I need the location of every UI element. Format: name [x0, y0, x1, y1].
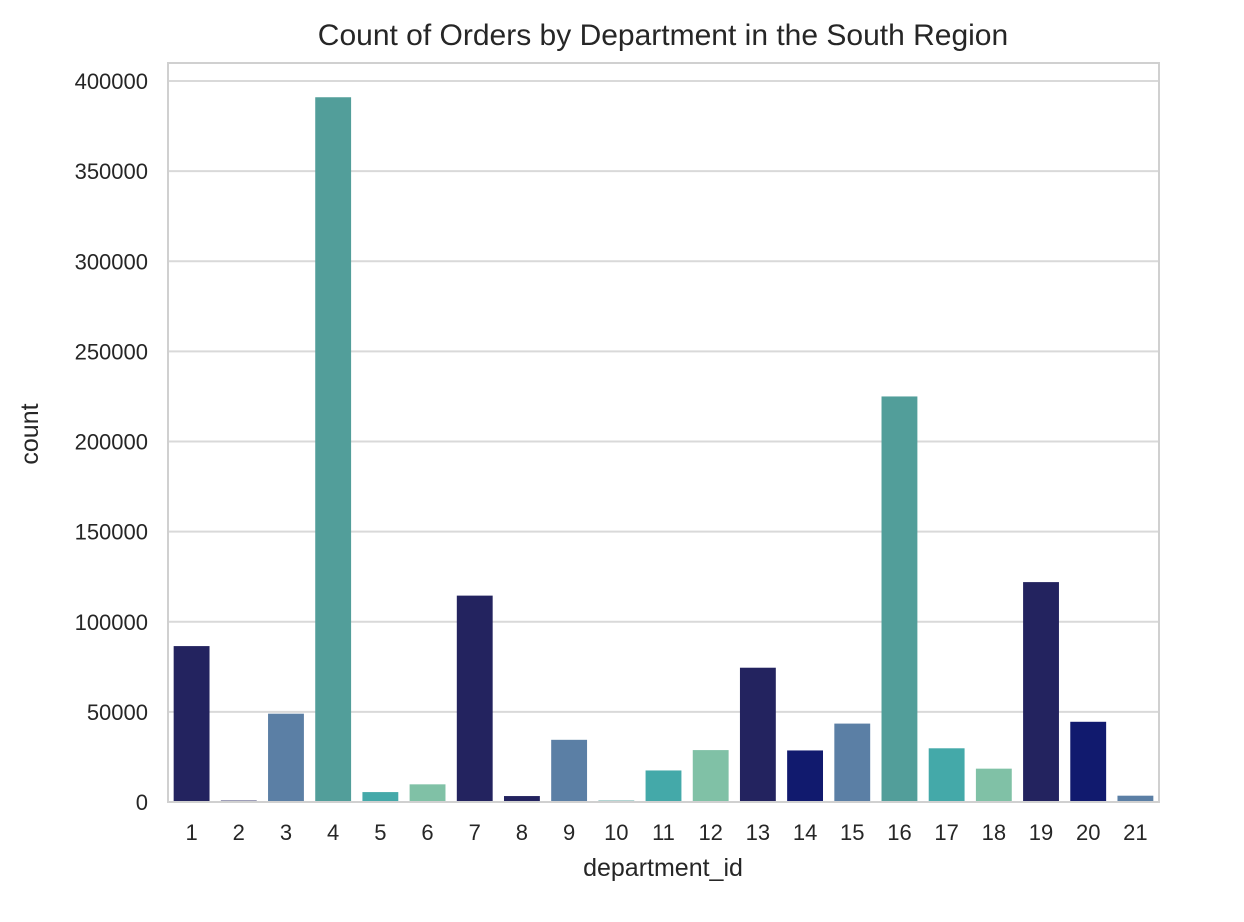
- x-tick-label: 10: [604, 820, 628, 845]
- bar-department-8: [503, 796, 540, 802]
- x-tick-label: 11: [652, 820, 675, 845]
- x-tick-label: 12: [698, 820, 722, 845]
- y-tick-label: 250000: [75, 339, 148, 364]
- y-tick-label: 200000: [75, 430, 148, 455]
- bar-department-17: [928, 748, 965, 802]
- y-tick-label: 350000: [75, 159, 148, 184]
- y-tick-label: 0: [136, 790, 148, 815]
- x-tick-label: 4: [327, 820, 339, 845]
- bar-department-20: [1070, 721, 1107, 802]
- bars: [173, 97, 1154, 802]
- x-tick-label: 15: [840, 820, 864, 845]
- x-tick-label: 17: [934, 820, 958, 845]
- bar-department-6: [409, 784, 446, 802]
- x-tick-label: 19: [1029, 820, 1053, 845]
- bar-department-1: [173, 646, 210, 802]
- bar-department-13: [739, 667, 776, 802]
- x-tick-label: 2: [233, 820, 245, 845]
- y-axis-label: count: [16, 403, 44, 464]
- y-tick-label: 300000: [75, 249, 148, 274]
- bar-department-14: [787, 750, 824, 802]
- bar-department-11: [645, 770, 682, 802]
- x-tick-label: 13: [746, 820, 770, 845]
- x-tick-label: 7: [469, 820, 481, 845]
- x-tick-label: 18: [982, 820, 1006, 845]
- bar-department-12: [692, 750, 729, 802]
- bar-department-7: [456, 595, 493, 802]
- bar-department-18: [975, 768, 1012, 802]
- y-tick-label: 400000: [75, 69, 148, 94]
- bar-department-5: [362, 792, 399, 802]
- bar-department-21: [1117, 795, 1154, 802]
- y-tick-label: 150000: [75, 520, 148, 545]
- x-tick-label: 16: [887, 820, 911, 845]
- x-axis-label: department_id: [583, 854, 743, 882]
- bar-department-9: [551, 739, 588, 802]
- x-tick-label: 6: [421, 820, 433, 845]
- bar-department-16: [881, 396, 918, 802]
- y-tick-labels: 0 50000 100000 150000 200000 250000 300000 3500…: [75, 69, 148, 815]
- x-tick-label: 20: [1076, 820, 1100, 845]
- y-tick-label: 100000: [75, 610, 148, 635]
- bar-department-15: [834, 723, 871, 802]
- x-tick-label: 1: [185, 820, 197, 845]
- y-tick-label: 50000: [87, 700, 148, 725]
- bar-department-19: [1023, 582, 1059, 802]
- x-tick-label: 5: [374, 820, 386, 845]
- bar-department-4: [315, 97, 352, 802]
- x-tick-label: 3: [280, 820, 292, 845]
- x-tick-label: 9: [563, 820, 575, 845]
- bar-department-3: [268, 713, 304, 802]
- x-tick-label: 21: [1123, 820, 1147, 845]
- x-tick-labels: 1 2 3 4 5 6 7 8 9 10 11 12 13 14 15 16 17 18 19 20 21: [185, 820, 1147, 845]
- x-tick-label: 8: [516, 820, 528, 845]
- plot-frame: [167, 62, 1160, 803]
- x-tick-label: 14: [793, 820, 817, 845]
- chart-title: Count of Orders by Department in the Sou…: [318, 19, 1008, 52]
